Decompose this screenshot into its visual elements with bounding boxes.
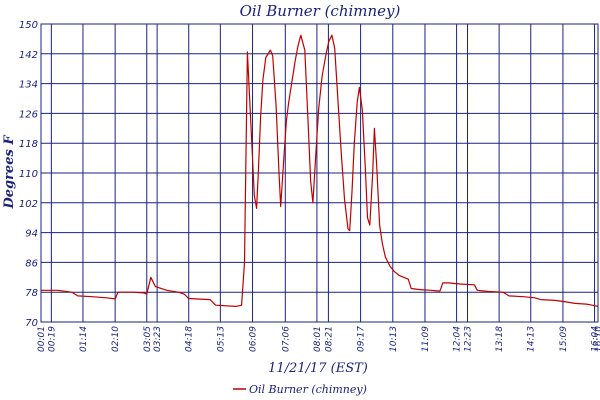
x-tick-label: 07:06 bbox=[281, 326, 291, 352]
x-tick-label: 00:19 bbox=[47, 326, 57, 352]
x-tick-label: 05:13 bbox=[216, 326, 226, 352]
y-tick-label: 110 bbox=[19, 169, 38, 180]
y-tick-label: 70 bbox=[25, 318, 38, 329]
x-tick-label: 03:05 bbox=[143, 326, 153, 352]
x-tick-label: 16:04 bbox=[591, 326, 600, 352]
x-tick-label: 12:23 bbox=[464, 326, 474, 352]
chart-title: Oil Burner (chimney) bbox=[240, 2, 401, 20]
x-tick-label: 09:17 bbox=[357, 326, 367, 352]
y-tick-label: 150 bbox=[19, 20, 38, 31]
series-line bbox=[41, 34, 599, 307]
y-tick-label: 118 bbox=[19, 139, 38, 150]
y-tick-label: 142 bbox=[19, 50, 38, 61]
x-tick-label: 16:10 bbox=[594, 326, 600, 352]
x-axis-label: 11/21/17 (EST) bbox=[268, 361, 368, 376]
series-layer bbox=[41, 34, 599, 307]
x-tick-label: 02:10 bbox=[111, 326, 121, 352]
y-axis-ticks: 70 78 86 94 102 110 118 126 134 142 150 bbox=[19, 20, 38, 329]
y-tick-label: 78 bbox=[25, 288, 38, 299]
y-tick-label: 94 bbox=[25, 229, 38, 240]
x-tick-label: 06:09 bbox=[249, 326, 259, 352]
plot-area-border bbox=[40, 23, 599, 323]
x-tick-label: 14:13 bbox=[527, 326, 537, 352]
x-tick-label: 04:18 bbox=[185, 326, 195, 352]
x-tick-label: 13:18 bbox=[495, 326, 505, 352]
x-tick-label: 12:04 bbox=[453, 326, 463, 352]
x-tick-label: 11:09 bbox=[421, 326, 431, 352]
y-axis-label: Degrees F bbox=[2, 135, 17, 210]
x-tick-label: 01:14 bbox=[79, 326, 89, 352]
legend-label: Oil Burner (chimney) bbox=[249, 383, 367, 396]
legend: Oil Burner (chimney) bbox=[233, 383, 367, 396]
x-tick-label: 03:23 bbox=[153, 326, 163, 352]
y-tick-label: 134 bbox=[19, 80, 38, 91]
x-tick-label: 15:09 bbox=[559, 326, 569, 352]
x-tick-label: 08:01 bbox=[313, 326, 323, 352]
y-tick-label: 86 bbox=[25, 258, 38, 269]
y-tick-label: 102 bbox=[19, 199, 38, 210]
y-tick-label: 126 bbox=[19, 109, 38, 120]
x-tick-label: 00:01 bbox=[37, 326, 47, 352]
x-axis-ticks: 00:01 00:19 01:14 02:10 03:05 03:23 04:18 05:13… bbox=[37, 326, 600, 352]
x-tick-label: 10:13 bbox=[389, 326, 399, 352]
x-tick-label: 08:21 bbox=[324, 326, 334, 352]
